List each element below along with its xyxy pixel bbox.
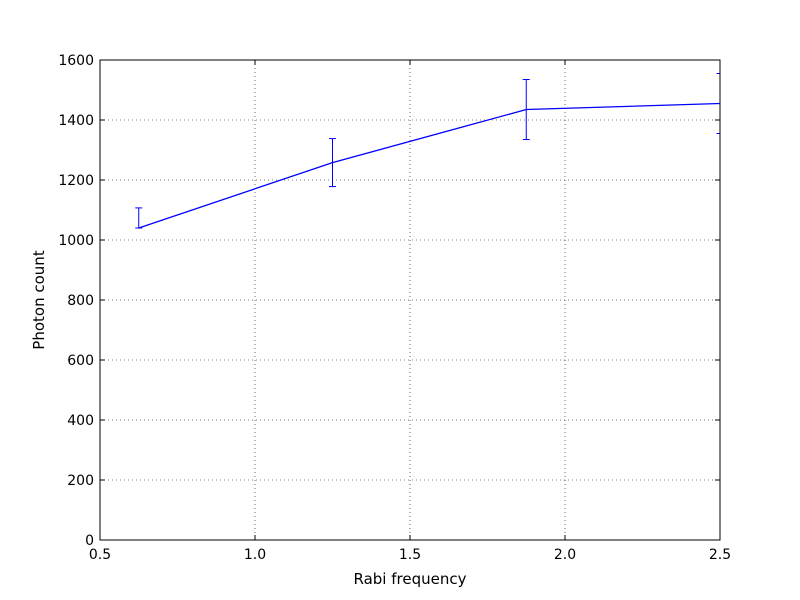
y-tick-label: 1200 (58, 173, 94, 189)
axis-ticks (99, 59, 721, 541)
y-tick-labels: 0 200 400 600 800 1000 1200 1400 1600 (58, 53, 94, 549)
x-tick-label: 1.5 (399, 547, 421, 563)
y-tick-label: 600 (67, 353, 94, 369)
series-line (138, 102, 721, 229)
x-tick-label: 1.0 (244, 547, 266, 563)
x-tick-label: 2.0 (554, 547, 576, 563)
error-bar (135, 207, 143, 229)
y-axis-label: Photon count (30, 250, 48, 350)
y-tick-label: 1600 (58, 53, 94, 69)
x-tick-label: 0.5 (89, 547, 111, 563)
grid-lines (100, 60, 720, 540)
x-tick-label: 2.5 (709, 547, 731, 563)
y-tick-label: 200 (67, 473, 94, 489)
y-tick-label: 1000 (58, 233, 94, 249)
x-tick-labels: 0.5 1.0 1.5 2.0 2.5 (89, 547, 731, 563)
y-tick-label: 0 (85, 533, 94, 549)
y-tick-label: 800 (67, 293, 94, 309)
x-axis-label: Rabi frequency (354, 570, 467, 588)
y-tick-label: 1400 (58, 113, 94, 129)
y-tick-label: 400 (67, 413, 94, 429)
